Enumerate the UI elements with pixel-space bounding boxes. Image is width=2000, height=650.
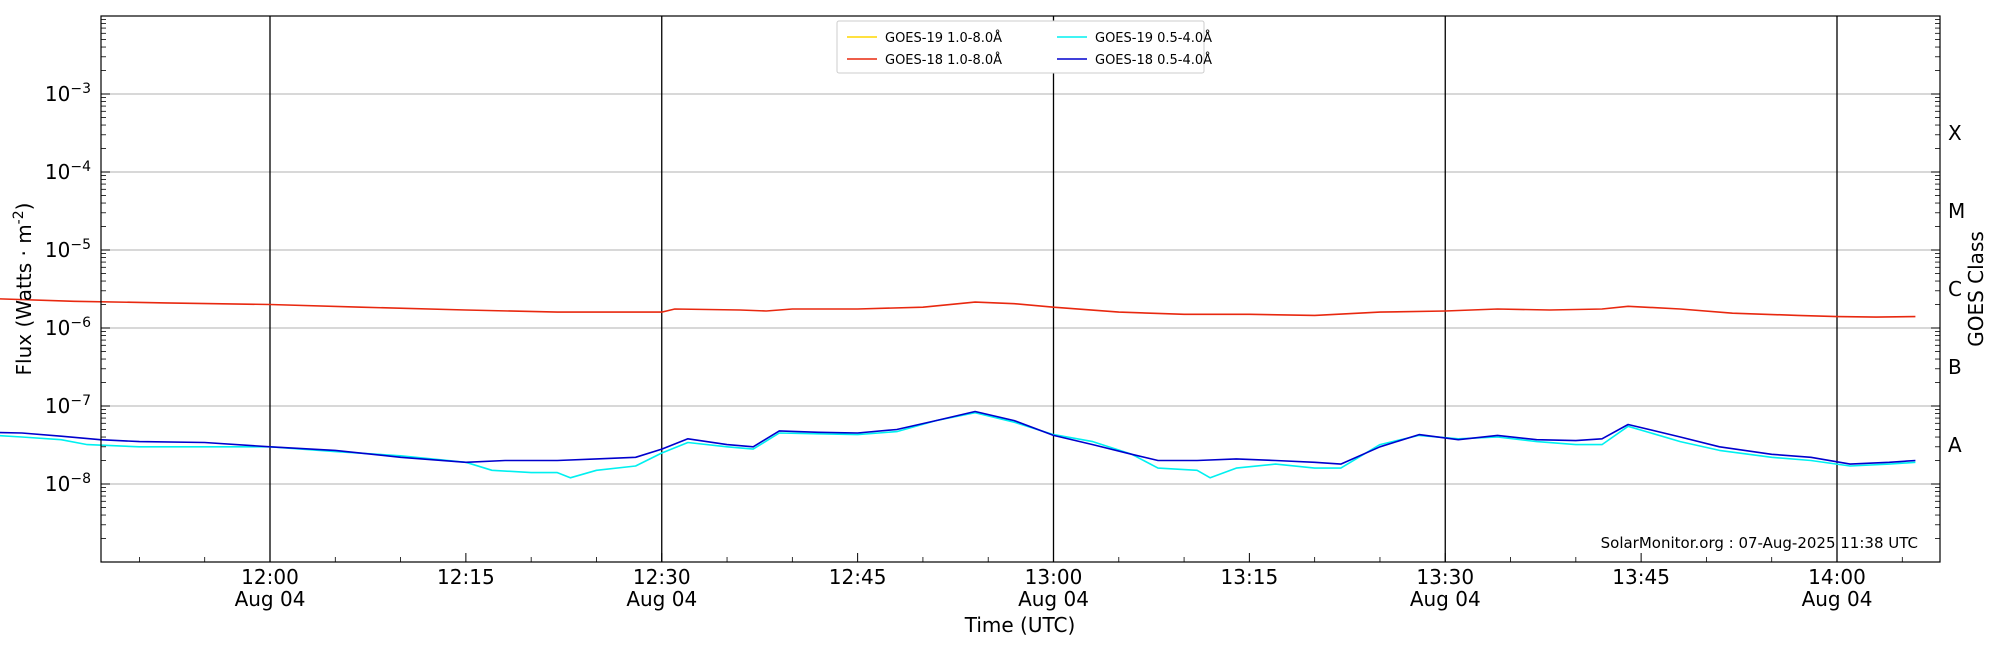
goes-class-label: M xyxy=(1948,199,1965,223)
x-tick-label: 12:30 xyxy=(633,565,691,589)
y-tick-label-base: 10 xyxy=(45,316,70,340)
legend-box xyxy=(836,20,1205,74)
gridlines xyxy=(101,93,1940,485)
source-annotation: SolarMonitor.org : 07-Aug-2025 11:38 UTC xyxy=(1601,534,1918,552)
right-axis-label: GOES Class xyxy=(1964,231,1988,347)
y-tick-label-base: 10 xyxy=(45,82,70,106)
y-tick-label-exp: −3 xyxy=(70,81,91,97)
y-tick-label-exp: −6 xyxy=(70,315,91,331)
y-axis: 10−810−710−610−510−410−3 xyxy=(45,19,1940,539)
y-tick-label-base: 10 xyxy=(45,160,70,184)
x-tick-label: 13:45 xyxy=(1612,565,1670,589)
x-tick-date-label: Aug 04 xyxy=(235,587,306,611)
y-tick-label-exp: −5 xyxy=(70,237,91,253)
y-tick-label-base: 10 xyxy=(45,394,70,418)
y-tick-label: 10−5 xyxy=(45,237,91,262)
y-tick-label: 10−8 xyxy=(45,471,91,496)
y-tick-label-exp: −7 xyxy=(70,393,91,409)
x-tick-label: 12:00 xyxy=(241,565,299,589)
plot-frame xyxy=(100,15,1941,563)
legend-label: GOES-18 0.5-4.0Å xyxy=(1095,52,1212,68)
y-axis-label-main: Flux (Watts · m xyxy=(12,224,36,375)
y-tick-label-exp: −4 xyxy=(70,159,91,175)
svg-text:Flux (Watts · m-2): Flux (Watts · m-2) xyxy=(11,203,36,376)
legend-label: GOES-18 1.0-8.0Å xyxy=(885,52,1002,68)
x-tick-label: 14:00 xyxy=(1808,565,1866,589)
y-tick-label: 10−7 xyxy=(45,393,91,418)
x-tick-label: 13:15 xyxy=(1221,565,1279,589)
x-tick-label: 13:00 xyxy=(1025,565,1083,589)
y-axis-label-close: ) xyxy=(12,203,36,211)
y-tick-label: 10−3 xyxy=(45,81,91,106)
y-tick-label-base: 10 xyxy=(45,472,70,496)
y-tick-label: 10−4 xyxy=(45,159,91,184)
goes-class-axis: A B C M X xyxy=(1948,121,1965,457)
x-tick-label: 12:15 xyxy=(437,565,495,589)
x-tick-date-label: Aug 04 xyxy=(626,587,697,611)
goes-class-label: B xyxy=(1948,355,1962,379)
x-axis-label: Time (UTC) xyxy=(964,613,1076,637)
goes-class-label: A xyxy=(1948,433,1962,457)
y-axis-label-exp: -2 xyxy=(11,210,27,224)
y-tick-label: 10−6 xyxy=(45,315,91,340)
goes-class-label: X xyxy=(1948,121,1962,145)
x-tick-date-label: Aug 04 xyxy=(1802,587,1873,611)
goes-class-label: C xyxy=(1948,277,1962,301)
y-tick-label-base: 10 xyxy=(45,238,70,262)
legend: GOES-19 1.0-8.0Å GOES-18 1.0-8.0Å GOES-19 … xyxy=(836,20,1212,74)
series-layer xyxy=(0,298,1916,479)
y-tick-label-exp: −8 xyxy=(70,471,91,487)
legend-label: GOES-19 0.5-4.0Å xyxy=(1095,30,1212,46)
y-axis-label: Flux (Watts · m-2) xyxy=(11,203,36,376)
series-line xyxy=(0,298,1916,318)
x-tick-label: 12:45 xyxy=(829,565,887,589)
day-boundary-lines xyxy=(269,16,1838,562)
legend-label: GOES-19 1.0-8.0Å xyxy=(885,30,1002,46)
series-line xyxy=(0,410,1916,465)
goes-class-title: GOES Class xyxy=(1964,231,1988,347)
x-tick-label: 13:30 xyxy=(1416,565,1474,589)
x-tick-date-label: Aug 04 xyxy=(1018,587,1089,611)
x-tick-date-label: Aug 04 xyxy=(1410,587,1481,611)
